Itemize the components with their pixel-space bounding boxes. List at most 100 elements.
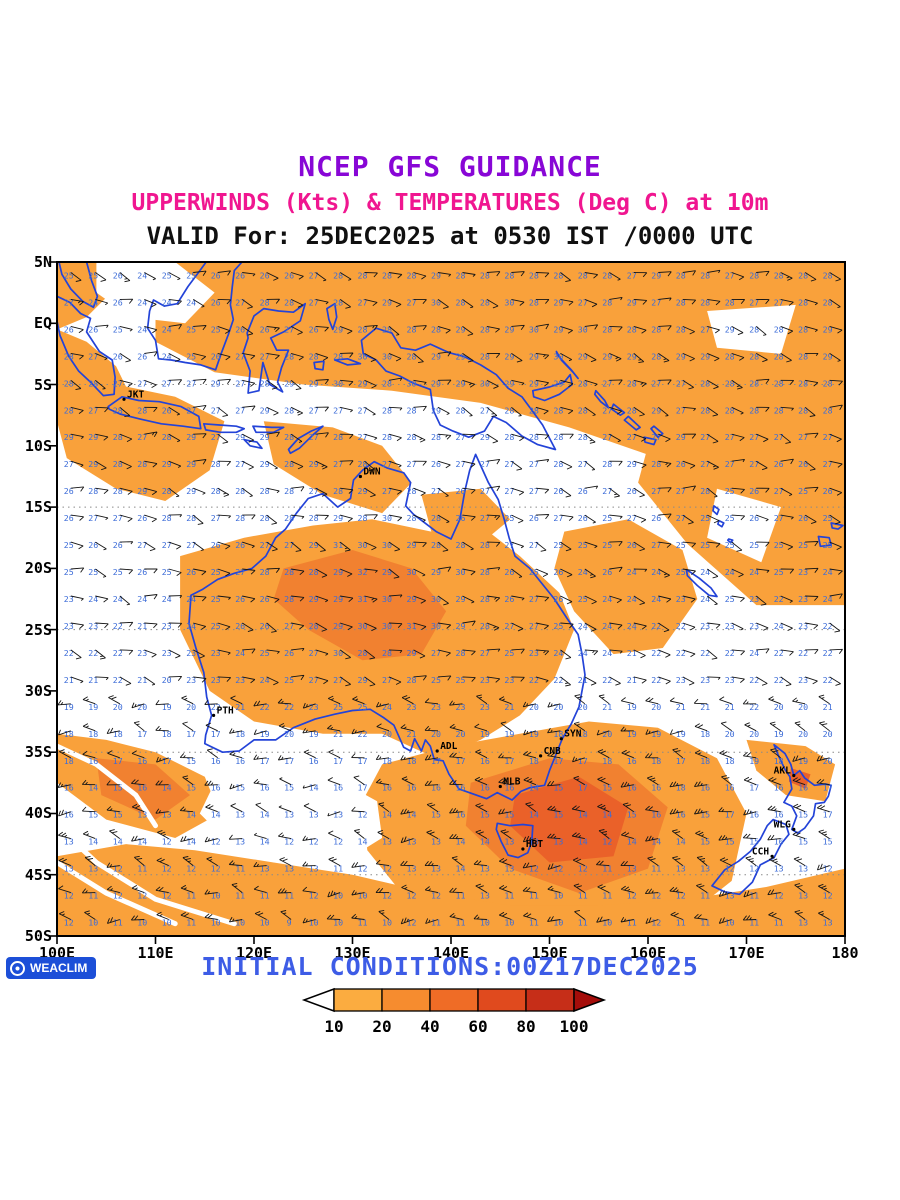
temp-value: 12 [774, 891, 784, 901]
wind-barb [597, 776, 610, 786]
wind-barb [339, 299, 351, 309]
temp-value: 28 [529, 405, 539, 415]
wind-barb [302, 702, 316, 709]
coastline-fiji-vanua-levu [830, 522, 844, 530]
temp-value: 17 [137, 729, 147, 739]
temp-value: 25 [88, 271, 98, 281]
temp-value: 29 [358, 675, 368, 685]
temp-value: 28 [676, 297, 686, 307]
temp-value: 27 [309, 297, 319, 307]
wind-barb [804, 460, 816, 471]
wind-barb [437, 649, 451, 657]
wind-barb [437, 433, 452, 440]
temp-value: 20 [162, 675, 172, 685]
wind-barb [462, 487, 476, 494]
temp-value: 12 [651, 891, 661, 901]
temp-value: 21 [504, 702, 514, 712]
temp-value: 27 [64, 459, 74, 469]
temp-value: 26 [235, 271, 245, 281]
temp-value: 30 [407, 567, 417, 577]
wind-barb [339, 325, 353, 335]
temp-value: 30 [431, 594, 441, 604]
wind-barb [144, 622, 158, 629]
wind-barb [328, 695, 341, 705]
wind-barb [584, 622, 597, 632]
wind-barb [547, 863, 561, 870]
temp-value: 16 [235, 756, 245, 766]
temp-value: 18 [651, 756, 661, 766]
wind-barb [744, 722, 757, 732]
wind-barb [119, 325, 133, 332]
temp-value: 26 [260, 621, 270, 631]
wind-barb [818, 829, 830, 839]
temp-value: 15 [700, 810, 710, 820]
wind-barb [413, 272, 427, 280]
temp-value: 27 [333, 675, 343, 685]
temp-value: 13 [798, 891, 808, 901]
wind-barb [756, 433, 769, 443]
wind-barb [560, 595, 573, 605]
temp-value: 28 [358, 513, 368, 523]
wind-barb [770, 748, 781, 759]
wind-barb [804, 514, 817, 525]
temp-value: 16 [431, 783, 441, 793]
temp-value: 17 [823, 810, 833, 820]
wind-barb [95, 352, 108, 361]
wind-barb [560, 487, 572, 498]
wind-barb [70, 460, 84, 468]
temp-value: 18 [700, 729, 710, 739]
temp-value: 30 [553, 351, 563, 361]
wind-barb [584, 460, 596, 471]
coastline-sumatra [57, 295, 116, 397]
valid-time: VALID For: 25DEC2025 at 0530 IST /0000 U… [146, 222, 754, 250]
wind-barb [193, 270, 207, 276]
wind-barb [731, 622, 744, 631]
weaclim-logo[interactable]: WEACLIM [6, 957, 97, 979]
temp-value: 19 [162, 702, 172, 712]
temp-value: 25 [700, 540, 710, 550]
wind-barb [633, 272, 648, 278]
wind-barb [84, 855, 96, 866]
temp-value: 29 [260, 405, 270, 415]
temp-value: 28 [798, 324, 808, 334]
wind-barb [58, 831, 71, 840]
wind-barb [560, 406, 574, 415]
coastline-australia [188, 453, 586, 801]
temp-value: 27 [749, 432, 759, 442]
temp-value: 14 [382, 810, 392, 820]
temp-value: 28 [382, 648, 392, 658]
temp-value: 16 [64, 783, 74, 793]
temp-value: 26 [260, 594, 270, 604]
wind-barb [780, 541, 794, 550]
temp-value: 29 [529, 378, 539, 388]
wind-barb [315, 487, 328, 497]
temp-value: 30 [407, 378, 417, 388]
wind-barb [364, 487, 376, 498]
temp-value: 23 [480, 702, 490, 712]
wind-barb [266, 622, 277, 633]
temp-value: 20 [431, 729, 441, 739]
wind-barb [168, 433, 181, 443]
temp-value: 23 [186, 648, 196, 658]
wind-barb [339, 541, 351, 552]
wind-barb [192, 514, 204, 525]
lon-label-170e: 170E [728, 944, 765, 962]
city-marker-jkt [122, 397, 126, 401]
temp-value: 28 [553, 271, 563, 281]
temp-value: 29 [260, 459, 270, 469]
temp-value: 22 [774, 675, 784, 685]
wind-barb [609, 649, 623, 654]
wind-barb [511, 622, 524, 632]
wind-barb [633, 649, 646, 659]
temp-value: 25 [211, 324, 221, 334]
temp-value: 15 [88, 810, 98, 820]
temp-value: 15 [798, 837, 808, 847]
temp-value: 15 [553, 783, 563, 793]
temp-value: 29 [333, 594, 343, 604]
city-label-akl: AKL [774, 766, 791, 777]
wind-barb [204, 836, 218, 843]
wind-barb [547, 780, 561, 787]
coastline-espiritu-santo [712, 505, 720, 516]
wind-barb [266, 272, 279, 281]
wind-barb [119, 568, 134, 575]
